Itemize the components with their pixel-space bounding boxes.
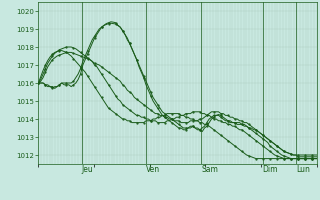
Text: Dim: Dim xyxy=(262,165,278,174)
Text: Jeu: Jeu xyxy=(82,165,93,174)
Text: Sam: Sam xyxy=(201,165,218,174)
Text: Ven: Ven xyxy=(146,165,160,174)
Text: Lun: Lun xyxy=(296,165,310,174)
